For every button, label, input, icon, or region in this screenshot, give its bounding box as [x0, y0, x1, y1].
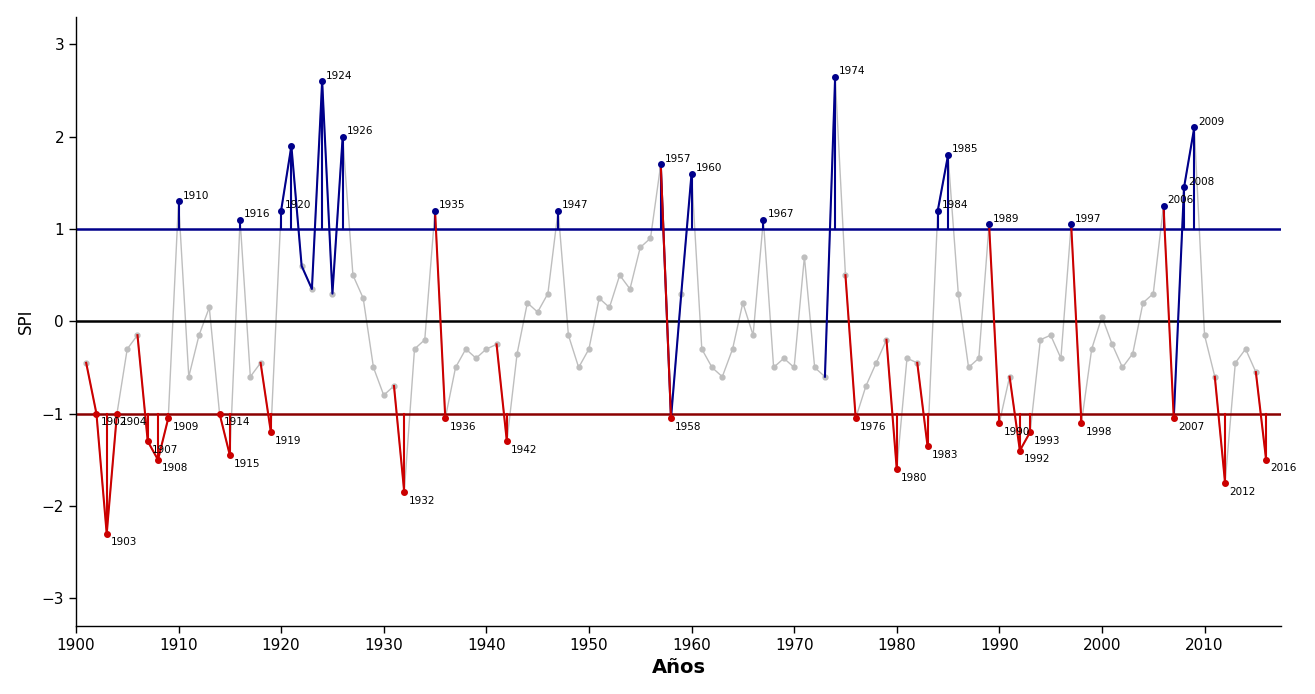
Text: 1915: 1915	[234, 459, 260, 469]
Text: 1980: 1980	[901, 473, 927, 483]
Text: 1983: 1983	[931, 450, 959, 459]
Text: 2008: 2008	[1189, 177, 1214, 187]
Text: 1997: 1997	[1076, 214, 1102, 223]
Text: 2006: 2006	[1168, 195, 1194, 205]
Text: 1914: 1914	[224, 417, 250, 428]
Text: 1985: 1985	[952, 144, 978, 154]
Text: 1989: 1989	[993, 214, 1019, 223]
Text: 1976: 1976	[860, 422, 886, 432]
Text: 1942: 1942	[512, 445, 538, 455]
X-axis label: Años: Años	[652, 659, 706, 677]
Text: 1909: 1909	[172, 422, 199, 432]
Text: 1984: 1984	[942, 200, 968, 210]
Text: 2016: 2016	[1270, 464, 1297, 473]
Text: 1924: 1924	[326, 71, 352, 81]
Text: 1904: 1904	[121, 417, 147, 428]
Text: 1992: 1992	[1024, 455, 1051, 464]
Text: 1916: 1916	[245, 209, 271, 219]
Text: 1974: 1974	[839, 66, 865, 76]
Text: 1919: 1919	[275, 436, 301, 446]
Text: 2009: 2009	[1198, 117, 1224, 127]
Text: 1947: 1947	[563, 200, 589, 210]
Text: 1967: 1967	[768, 209, 794, 219]
Text: 1907: 1907	[151, 445, 179, 455]
Text: 1932: 1932	[409, 496, 435, 506]
Y-axis label: SPI: SPI	[17, 309, 34, 334]
Text: 1958: 1958	[675, 422, 702, 432]
Text: 2007: 2007	[1178, 422, 1205, 432]
Text: 1998: 1998	[1085, 427, 1112, 437]
Text: 1920: 1920	[285, 200, 312, 210]
Text: 1908: 1908	[162, 464, 188, 473]
Text: 2012: 2012	[1230, 486, 1256, 497]
Text: 1990: 1990	[1003, 427, 1030, 437]
Text: 1957: 1957	[665, 153, 692, 164]
Text: 1993: 1993	[1034, 436, 1061, 446]
Text: 1910: 1910	[183, 191, 209, 201]
Text: 1902: 1902	[100, 417, 128, 428]
Text: 1926: 1926	[347, 126, 373, 136]
Text: 1903: 1903	[110, 537, 137, 548]
Text: 1960: 1960	[696, 163, 722, 173]
Text: 1935: 1935	[439, 200, 466, 210]
Text: 1936: 1936	[450, 422, 476, 432]
